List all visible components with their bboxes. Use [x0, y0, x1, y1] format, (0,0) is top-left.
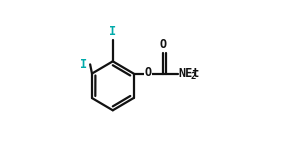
Text: O: O: [145, 66, 152, 80]
Text: I: I: [80, 59, 87, 72]
Text: NEt: NEt: [178, 67, 200, 80]
Text: I: I: [109, 25, 116, 38]
Text: 2: 2: [190, 73, 196, 82]
Text: O: O: [159, 38, 167, 51]
